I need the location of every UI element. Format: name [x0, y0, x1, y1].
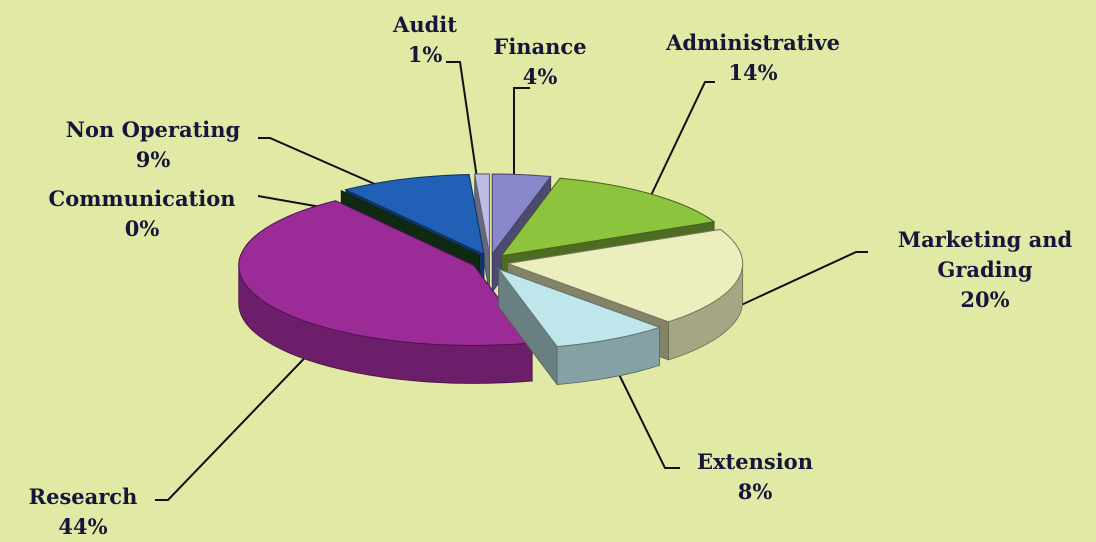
category-label: Non Operating [65, 117, 241, 142]
slice [491, 173, 552, 256]
slice-label: Non Operating 9% [66, 115, 240, 175]
leader-line [258, 137, 403, 197]
slice-label: Communication 0% [48, 184, 235, 244]
category-label: Research [28, 484, 138, 509]
value-label: 44% [58, 514, 108, 539]
slice-label: Extension 8% [697, 447, 813, 507]
leader-line [513, 87, 530, 194]
leader-line [155, 341, 321, 501]
category-label: Extension [697, 449, 813, 474]
leader-line [609, 355, 680, 469]
slice [500, 177, 716, 257]
category-label: Marketing and Grading [897, 227, 1073, 282]
category-label: Finance [493, 34, 587, 59]
value-label: 20% [960, 287, 1010, 312]
leader-line [446, 61, 480, 193]
leader-line [725, 251, 868, 313]
value-label: 9% [135, 147, 171, 172]
slice [505, 228, 744, 323]
slices [238, 173, 744, 386]
slice-label: Finance 4% [493, 32, 586, 92]
slice [497, 268, 662, 348]
category-label: Audit [393, 12, 457, 37]
category-label: Communication [48, 186, 236, 211]
category-label: Administrative [666, 30, 840, 55]
slice [474, 173, 490, 254]
leader-line [644, 81, 715, 209]
slice [344, 174, 485, 256]
value-label: 0% [124, 216, 160, 241]
value-label: 14% [728, 60, 778, 85]
value-label: 8% [737, 479, 773, 504]
slice [238, 200, 534, 346]
slice-label: Audit 1% [393, 10, 457, 70]
slice-label: Administrative 14% [666, 28, 840, 88]
value-label: 1% [407, 42, 443, 67]
value-label: 4% [522, 64, 558, 89]
slice-label: Research 44% [29, 482, 138, 542]
slice-label: Marketing and Grading 20% [875, 225, 1095, 315]
